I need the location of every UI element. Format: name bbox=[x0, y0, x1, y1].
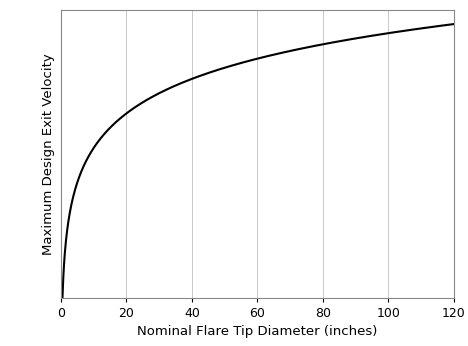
X-axis label: Nominal Flare Tip Diameter (inches): Nominal Flare Tip Diameter (inches) bbox=[137, 325, 378, 338]
Y-axis label: Maximum Design Exit Velocity: Maximum Design Exit Velocity bbox=[42, 53, 55, 255]
